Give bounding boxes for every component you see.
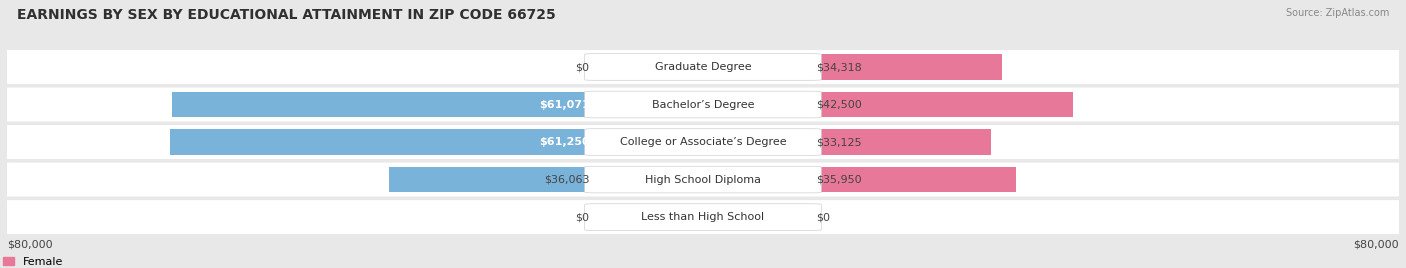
Text: Graduate Degree: Graduate Degree [655, 62, 751, 72]
Text: EARNINGS BY SEX BY EDUCATIONAL ATTAINMENT IN ZIP CODE 66725: EARNINGS BY SEX BY EDUCATIONAL ATTAINMEN… [17, 8, 555, 22]
Bar [703, 92, 1073, 117]
Bar [703, 204, 711, 230]
Text: College or Associate’s Degree: College or Associate’s Degree [620, 137, 786, 147]
Bar [703, 167, 1015, 192]
Text: $35,950: $35,950 [817, 174, 862, 185]
Text: Bachelor’s Degree: Bachelor’s Degree [652, 99, 754, 110]
FancyBboxPatch shape [3, 163, 1403, 196]
FancyBboxPatch shape [585, 54, 821, 80]
Text: $42,500: $42,500 [817, 99, 862, 110]
Text: Less than High School: Less than High School [641, 212, 765, 222]
Text: $61,250: $61,250 [538, 137, 589, 147]
Text: $33,125: $33,125 [817, 137, 862, 147]
Bar [703, 54, 1001, 80]
Legend: Male, Female: Male, Female [0, 253, 67, 268]
Bar [695, 54, 703, 80]
FancyBboxPatch shape [3, 50, 1403, 84]
Text: $61,071: $61,071 [538, 99, 589, 110]
Text: $34,318: $34,318 [817, 62, 862, 72]
Text: Source: ZipAtlas.com: Source: ZipAtlas.com [1285, 8, 1389, 18]
Text: High School Diploma: High School Diploma [645, 174, 761, 185]
Bar [170, 129, 703, 155]
FancyBboxPatch shape [3, 125, 1403, 159]
Text: $80,000: $80,000 [1354, 239, 1399, 249]
Bar [389, 167, 703, 192]
FancyBboxPatch shape [3, 200, 1403, 234]
FancyBboxPatch shape [585, 91, 821, 118]
Text: $0: $0 [817, 212, 831, 222]
Text: $80,000: $80,000 [7, 239, 52, 249]
Text: $0: $0 [575, 62, 589, 72]
Text: $36,063: $36,063 [544, 174, 589, 185]
FancyBboxPatch shape [585, 129, 821, 155]
Text: $0: $0 [575, 212, 589, 222]
Bar [703, 129, 991, 155]
Bar [172, 92, 703, 117]
FancyBboxPatch shape [585, 166, 821, 193]
Bar [695, 204, 703, 230]
FancyBboxPatch shape [585, 204, 821, 230]
FancyBboxPatch shape [3, 88, 1403, 121]
